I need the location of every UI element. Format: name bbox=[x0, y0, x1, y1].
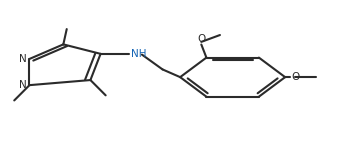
Text: N: N bbox=[19, 54, 27, 64]
Text: NH: NH bbox=[131, 49, 147, 59]
Text: N: N bbox=[19, 80, 27, 90]
Text: O: O bbox=[197, 34, 205, 44]
Text: O: O bbox=[291, 72, 300, 82]
